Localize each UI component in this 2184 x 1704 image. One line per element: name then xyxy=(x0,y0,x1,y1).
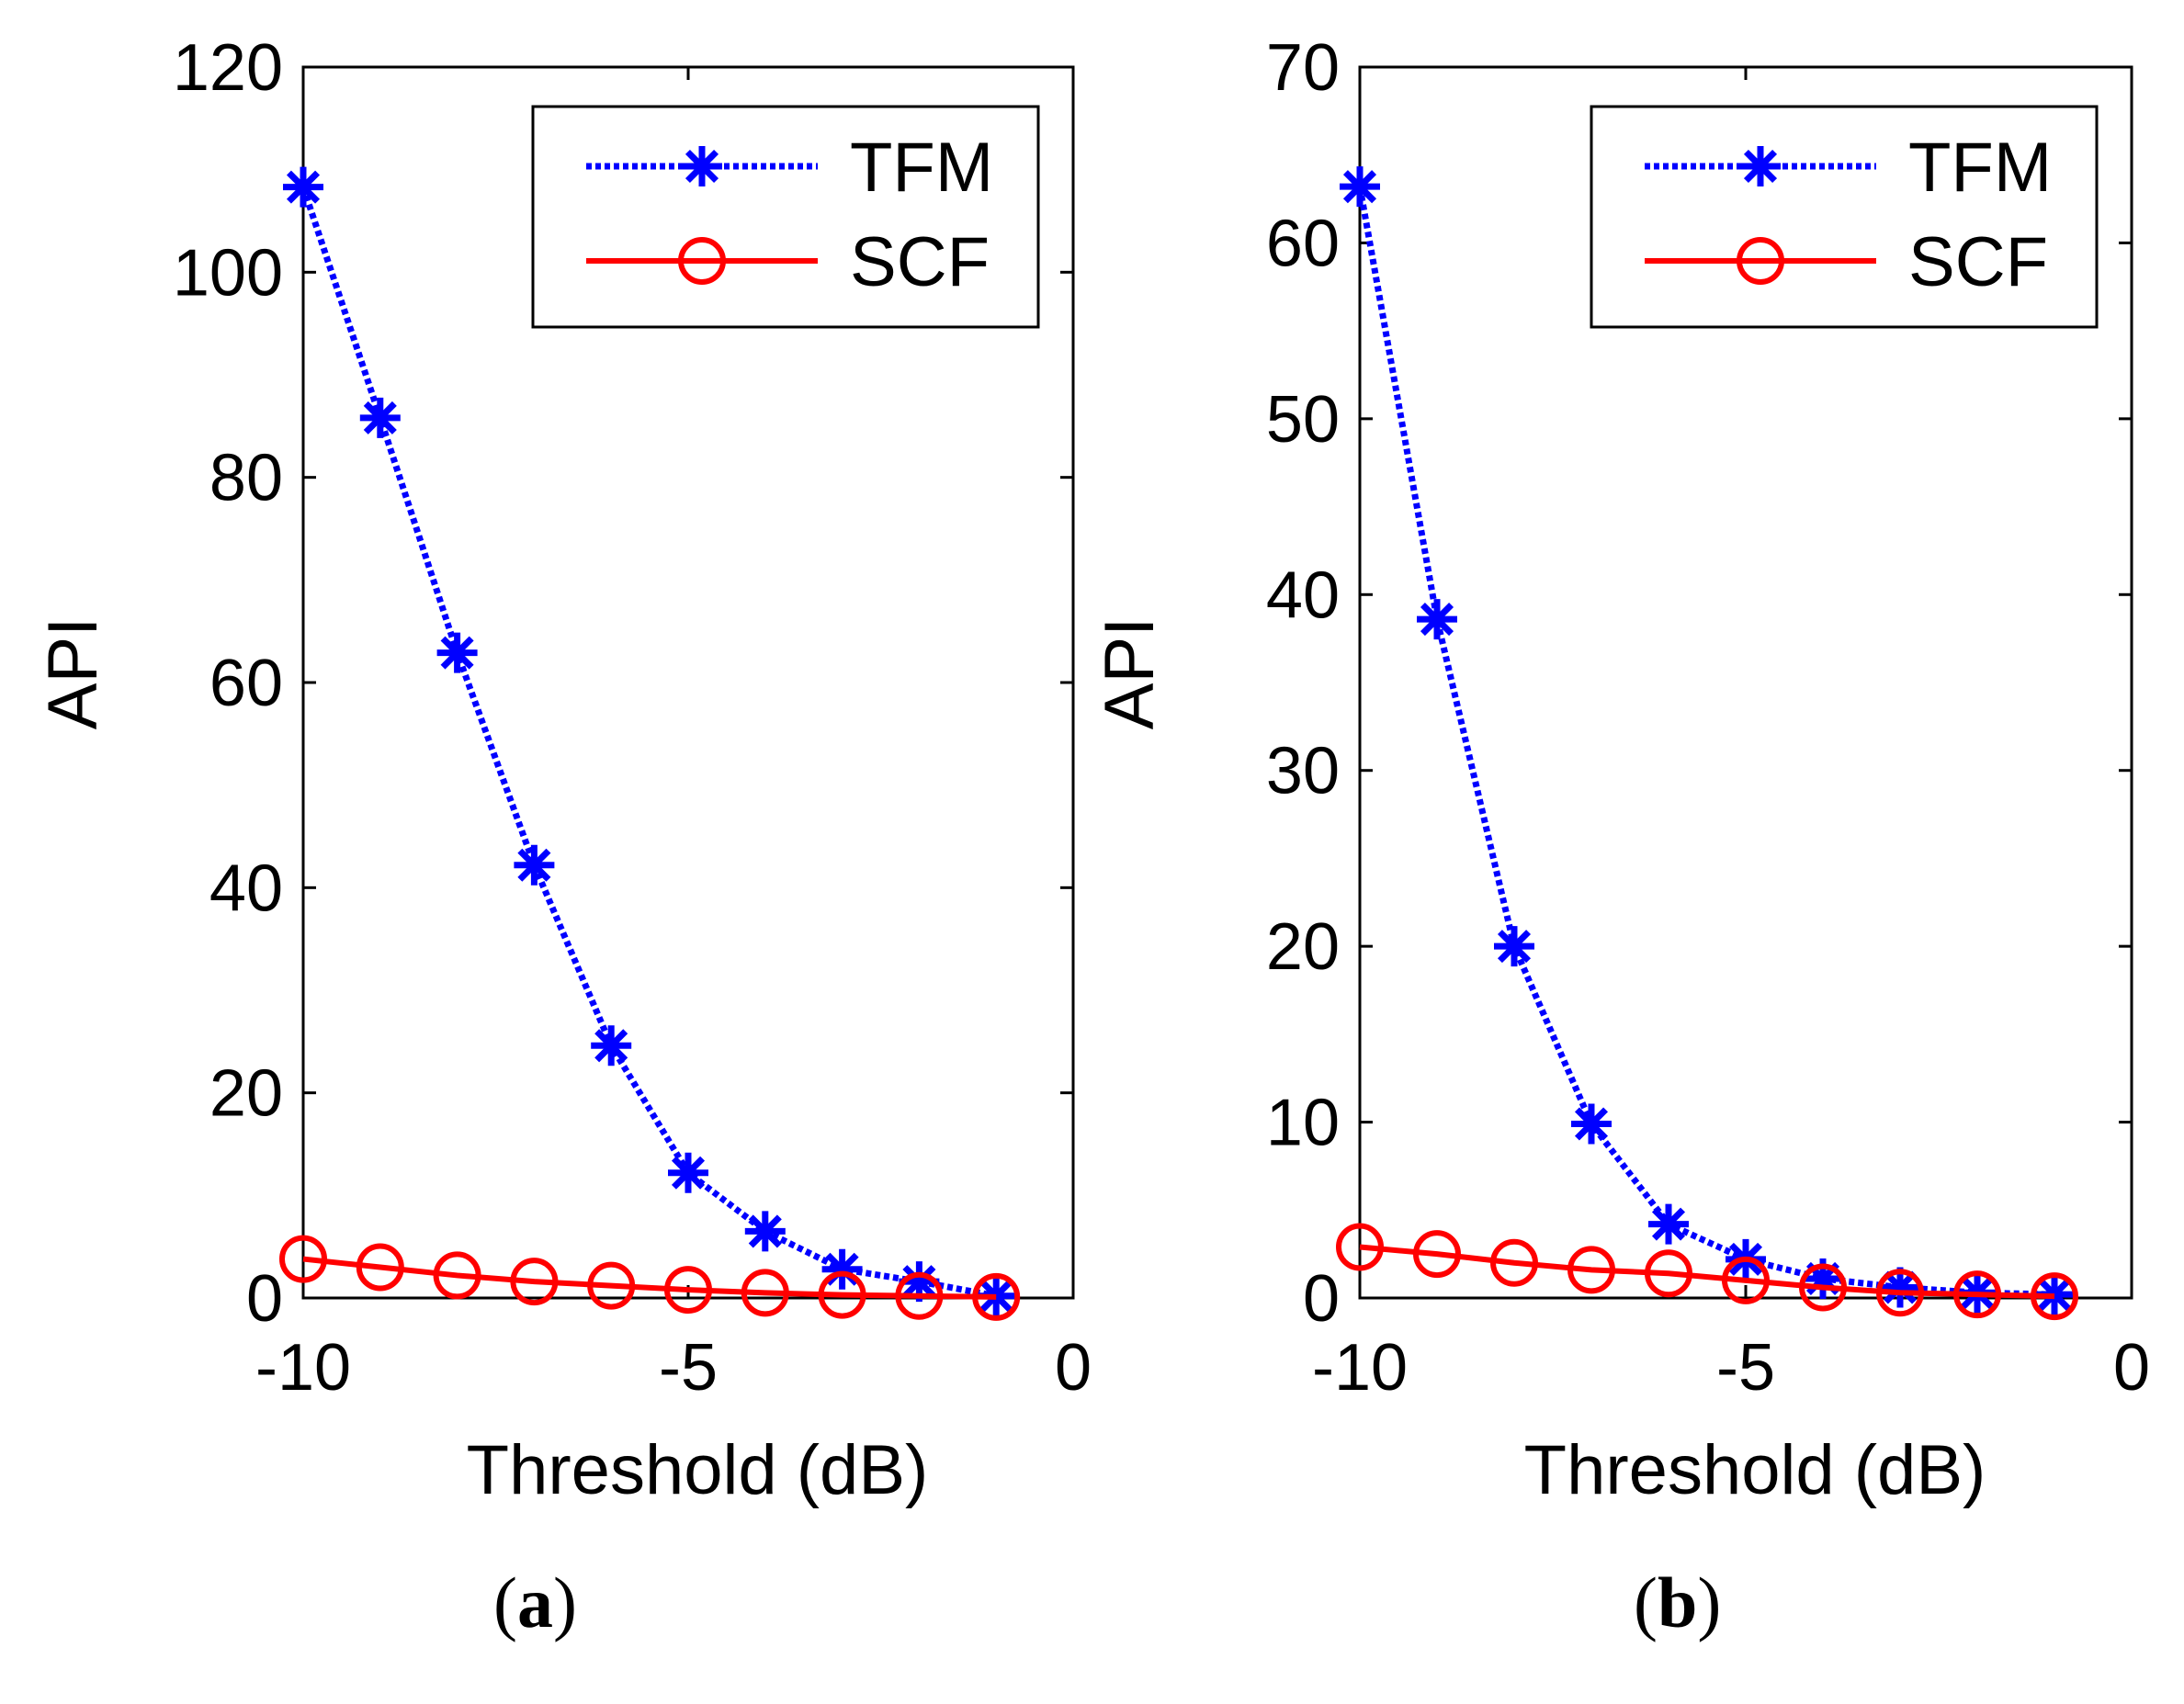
asterisk-stroke xyxy=(1497,930,1532,964)
series-scf-point xyxy=(1413,1230,1461,1279)
series-tfm-point xyxy=(359,397,401,438)
asterisk-stroke xyxy=(1651,1207,1686,1241)
legend: TFM SCF xyxy=(531,105,1040,329)
asterisk-stroke xyxy=(594,1029,628,1063)
series-scf-point xyxy=(741,1269,789,1317)
series-scf-point xyxy=(895,1271,944,1320)
x-axis-label: Threshold (dB) xyxy=(1524,1431,1986,1509)
asterisk-stroke xyxy=(902,1265,936,1299)
legend-box xyxy=(1590,105,2099,329)
asterisk-stroke xyxy=(1420,603,1454,637)
legend-scf-marker xyxy=(1737,237,1784,285)
series-scf-point xyxy=(433,1251,481,1300)
series-tfm-point xyxy=(514,844,555,886)
series-scf-line xyxy=(302,1256,997,1300)
y-axis-label: API xyxy=(1091,617,1169,730)
asterisk-stroke xyxy=(685,149,719,184)
series-tfm-point xyxy=(1571,1103,1612,1145)
x-tick-label: -5 xyxy=(659,1331,718,1405)
legend-tfm-marker xyxy=(1740,146,1781,186)
series-tfm-line xyxy=(300,186,997,1300)
series-scf-point xyxy=(1722,1256,1770,1304)
legend-scf-marker xyxy=(678,237,726,285)
panel-b-chart: 0 10 20 30 40 50 60 70 -10 -5 0 Threshold (dB) API TF… xyxy=(1091,31,2150,1509)
x-tick-label: -10 xyxy=(255,1331,351,1405)
y-tick-label: 20 xyxy=(209,1057,283,1131)
series-scf-point xyxy=(1876,1269,1924,1317)
asterisk-stroke xyxy=(286,170,321,204)
y-tick-label: 100 xyxy=(173,236,283,310)
series-scf-point xyxy=(1490,1238,1538,1287)
series-scf-point xyxy=(2031,1272,2078,1321)
series-scf-point xyxy=(818,1270,866,1319)
series-tfm-point xyxy=(283,166,323,208)
legend-scf-label: SCF xyxy=(850,223,990,301)
legend-box xyxy=(531,105,1040,329)
y-tick-label: 60 xyxy=(209,647,283,720)
legend-scf-label: SCF xyxy=(1908,223,2048,301)
legend: TFM SCF xyxy=(1590,105,2099,329)
series-scf-point xyxy=(664,1266,712,1315)
asterisk-stroke xyxy=(671,1156,706,1190)
legend-tfm-label: TFM xyxy=(850,129,993,207)
series-scf-point xyxy=(1799,1263,1847,1312)
y-tick-label: 60 xyxy=(1266,207,1340,280)
series-scf-point xyxy=(972,1272,1021,1321)
series-tfm-point xyxy=(436,632,478,673)
panel-b-caption: (b) xyxy=(1634,1563,1722,1642)
asterisk-stroke xyxy=(1342,170,1377,204)
x-tick-label: -5 xyxy=(1716,1331,1775,1405)
series-tfm-point xyxy=(1648,1203,1689,1245)
series-scf-line xyxy=(1359,1244,2055,1300)
asterisk-stroke xyxy=(1743,149,1778,184)
y-tick-label: 120 xyxy=(173,31,283,105)
y-tick-label: 0 xyxy=(246,1262,283,1336)
legend-tfm-label: TFM xyxy=(1908,129,2052,207)
series-scf-point xyxy=(1953,1270,2001,1319)
panel-a-caption: (a) xyxy=(493,1563,577,1642)
series-scf-point xyxy=(356,1243,404,1292)
y-tick-label: 80 xyxy=(209,442,283,515)
x-tick-label: 0 xyxy=(2113,1331,2150,1405)
series-tfm-point xyxy=(1494,926,1534,967)
y-tick-label: 10 xyxy=(1266,1087,1340,1160)
series-tfm-point xyxy=(591,1025,632,1066)
asterisk-stroke xyxy=(748,1214,782,1248)
series-scf-point xyxy=(1336,1223,1384,1271)
series-scf-point xyxy=(510,1258,559,1306)
y-tick-label: 50 xyxy=(1266,383,1340,457)
asterisk-stroke xyxy=(363,401,397,434)
series-tfm-point xyxy=(1417,599,1457,640)
y-tick-label: 20 xyxy=(1266,910,1340,984)
legend-tfm-marker xyxy=(682,146,722,186)
series-tfm-line xyxy=(1356,186,2055,1298)
y-tick-label: 30 xyxy=(1266,735,1340,808)
asterisk-stroke xyxy=(1574,1107,1609,1141)
series-tfm-point xyxy=(668,1152,708,1193)
series-scf-point xyxy=(279,1235,327,1283)
series-tfm-point xyxy=(1340,166,1380,208)
y-axis-label: API xyxy=(34,617,112,730)
y-tick-label: 40 xyxy=(1266,559,1340,632)
asterisk-stroke xyxy=(1883,1270,1918,1304)
series-scf-point xyxy=(587,1261,636,1310)
panel-a-chart: 0 20 40 60 80 100 120 -10 -5 0 Threshold (dB) API TF… xyxy=(34,31,1092,1509)
series-tfm-point xyxy=(744,1211,786,1252)
x-axis-label: Threshold (dB) xyxy=(467,1431,929,1509)
y-tick-label: 70 xyxy=(1266,31,1340,105)
x-tick-label: -10 xyxy=(1312,1331,1408,1405)
series-tfm-point xyxy=(821,1248,863,1290)
x-tick-label: 0 xyxy=(1055,1331,1092,1405)
asterisk-stroke xyxy=(517,848,551,882)
y-tick-label: 0 xyxy=(1303,1262,1340,1336)
asterisk-stroke xyxy=(440,636,474,670)
y-tick-label: 40 xyxy=(209,852,283,925)
series-scf-point xyxy=(1567,1246,1615,1294)
series-scf-point xyxy=(1645,1249,1692,1298)
